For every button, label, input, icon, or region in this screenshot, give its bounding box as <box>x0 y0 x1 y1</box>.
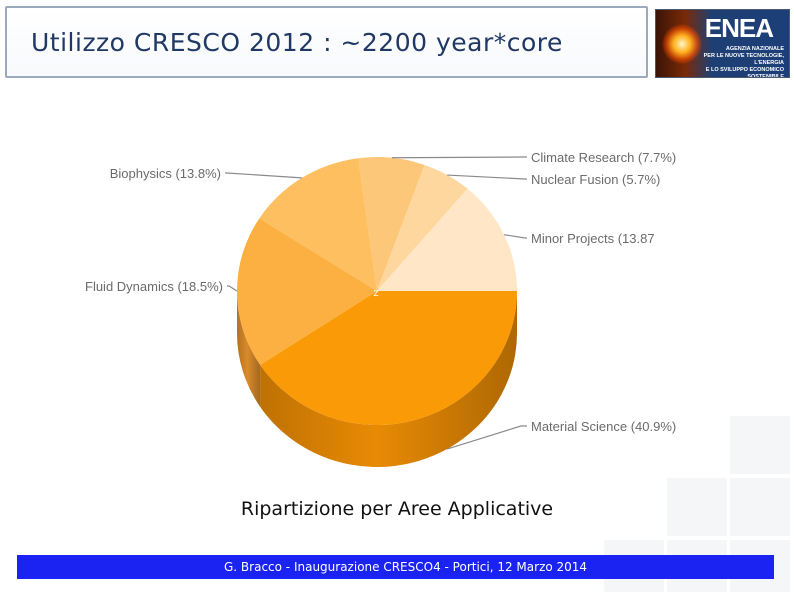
pie-side-shade <box>260 291 517 468</box>
slice-label: Biophysics (13.8%) <box>110 166 221 181</box>
leader-line <box>225 172 302 179</box>
center-mark: z <box>373 288 378 299</box>
pie-slice <box>377 188 517 291</box>
pie-slice <box>237 218 377 365</box>
slice-labels: Material Science (40.9%) Fluid Dynamics (… <box>85 150 676 434</box>
pie-depth <box>237 291 517 468</box>
pie-slices <box>237 156 517 425</box>
logo-wordmark: ENEA <box>704 13 774 43</box>
chart-caption: Ripartizione per Aree Applicative <box>240 498 554 520</box>
background-tile <box>667 478 727 536</box>
footer-bar: G. Bracco - Inaugurazione CRESCO4 - Port… <box>17 555 774 579</box>
background-tile <box>730 478 790 536</box>
enea-logo: ENEA AGENZIA NAZIONALE PER LE NUOVE TECN… <box>655 9 790 78</box>
title-box: Utilizzo CRESCO 2012 : ~2200 year*core <box>5 6 648 78</box>
pie-slice <box>260 291 517 425</box>
pie-slice <box>377 164 468 291</box>
leader-line <box>503 234 527 239</box>
pie-slice <box>259 158 377 291</box>
logo-subtitle-line: AGENZIA NAZIONALE <box>725 46 784 52</box>
leader-line <box>227 285 238 292</box>
pie-side-shade <box>237 291 261 407</box>
slice-label: Minor Projects (13.87 <box>531 231 655 246</box>
slice-label: Fluid Dynamics (18.5%) <box>85 279 223 294</box>
footer-text: G. Bracco - Inaugurazione CRESCO4 - Port… <box>224 560 588 574</box>
pie-slice <box>358 156 425 291</box>
leader-lines <box>225 156 527 450</box>
slice-label: Climate Research (7.7%) <box>531 150 676 165</box>
leader-line <box>446 425 527 450</box>
leader-line <box>447 174 527 180</box>
background-tile <box>730 416 790 474</box>
leader-line <box>391 156 527 159</box>
logo-subtitle-line: E LO SVILUPPO ECONOMICO SOSTENIBILE <box>705 67 784 78</box>
sun-flare-icon <box>662 24 702 64</box>
slice-label: Material Science (40.9%) <box>531 419 676 434</box>
slice-label: Nuclear Fusion (5.7%) <box>531 172 660 187</box>
logo-subtitle-line: PER LE NUOVE TECNOLOGIE, L'ENERGIA <box>703 53 784 66</box>
slide-title: Utilizzo CRESCO 2012 : ~2200 year*core <box>31 28 563 57</box>
logo-subtitle: AGENZIA NAZIONALE PER LE NUOVE TECNOLOGI… <box>692 46 784 78</box>
